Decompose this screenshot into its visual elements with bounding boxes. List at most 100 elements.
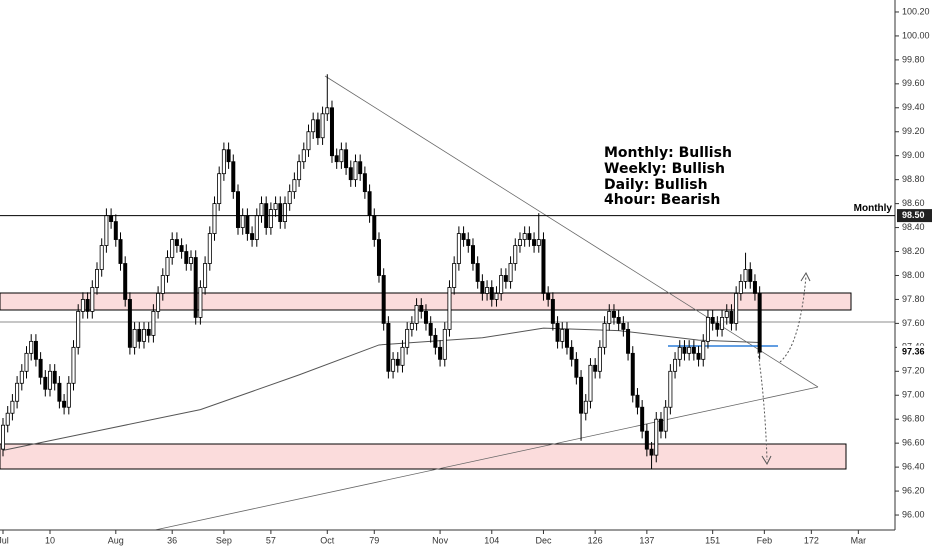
candle-body — [221, 149, 226, 175]
annotation: 4hour: Bearish — [604, 192, 720, 208]
candle-body — [485, 287, 490, 294]
candle-body — [673, 358, 678, 372]
candle-body — [245, 215, 250, 234]
candle-body — [579, 376, 584, 414]
candle-body — [381, 275, 386, 324]
y-tick-label: 98.40 — [902, 222, 925, 232]
candle-body — [372, 215, 377, 240]
candle-body — [95, 269, 100, 288]
candle-body — [705, 317, 710, 342]
y-tick-label: 97.60 — [902, 318, 925, 328]
candle-body — [1, 424, 6, 450]
candle-body — [546, 293, 551, 300]
x-tick-label: Dec — [535, 535, 552, 545]
candle-body — [729, 311, 734, 324]
candle-body — [438, 346, 443, 360]
candle-body — [104, 215, 109, 246]
candle-body — [649, 448, 654, 456]
candle-body — [198, 287, 203, 318]
candle-body — [494, 293, 499, 300]
candle-body — [226, 149, 231, 163]
candle-body — [48, 370, 53, 390]
candle-body — [297, 161, 302, 181]
candle-body — [90, 287, 95, 312]
y-tick-label: 97.20 — [902, 366, 925, 376]
candle-body — [456, 233, 461, 264]
candle-body — [235, 191, 240, 228]
candle-body — [76, 311, 81, 348]
support-zone — [0, 443, 847, 470]
candle-body — [635, 394, 640, 408]
axes: 96.0096.2096.4096.6096.8097.0097.2097.40… — [0, 6, 930, 545]
y-tick-label: 99.80 — [902, 54, 925, 64]
candle-body — [536, 239, 541, 246]
overlay: Monthly: Bullish Weekly: Bullish Daily: … — [0, 0, 932, 531]
candle-body — [38, 358, 43, 378]
candle-body — [109, 215, 114, 222]
candle-body — [644, 430, 649, 450]
candle-body — [29, 340, 34, 354]
candle-body — [414, 305, 419, 324]
price-tag: 97.36 — [902, 347, 925, 357]
x-tick-label: 126 — [588, 535, 603, 545]
x-tick-label: Aug — [108, 535, 124, 545]
annotation: Daily: Bullish — [604, 177, 708, 193]
x-tick-label: Feb — [757, 535, 773, 545]
candle-body — [701, 340, 706, 360]
candle-body — [564, 328, 569, 348]
candle-body — [320, 113, 325, 139]
candle-body — [325, 107, 330, 115]
y-tick-label: 99.00 — [902, 150, 925, 160]
y-tick-label: 98.60 — [902, 198, 925, 208]
candle-body — [677, 346, 682, 360]
candle-body — [137, 328, 142, 342]
candle-body — [616, 317, 621, 324]
candle-body — [278, 203, 283, 222]
candle-body — [118, 239, 123, 264]
candle-body — [409, 322, 414, 330]
candle-body — [724, 311, 729, 318]
candle-body — [344, 149, 349, 169]
candle-body — [442, 328, 447, 360]
annotation: Weekly: Bullish — [604, 161, 725, 177]
candle-body — [193, 257, 198, 318]
price-tag-bg — [897, 209, 932, 223]
trend-line — [154, 386, 819, 531]
candle-body — [329, 107, 334, 157]
y-tick-label: 96.00 — [902, 509, 925, 519]
candle-body — [386, 322, 391, 372]
candle-body — [85, 299, 90, 312]
candle-body — [367, 191, 372, 216]
y-tick-label: 100.00 — [902, 30, 930, 40]
candle-body — [419, 305, 424, 312]
candle-body — [348, 167, 353, 181]
candle-body — [391, 358, 396, 372]
candle-body — [555, 322, 560, 342]
candle-body — [43, 376, 48, 390]
x-tick-label: 36 — [167, 535, 177, 545]
candle-body — [654, 418, 659, 456]
candle-body — [658, 418, 663, 432]
x-tick-label: 137 — [639, 535, 654, 545]
candle-body — [362, 173, 367, 193]
candle-body — [240, 215, 245, 228]
candle-body — [757, 293, 762, 353]
y-tick-label: 96.40 — [902, 461, 925, 471]
candle-body — [475, 263, 480, 282]
drawings — [0, 75, 895, 531]
candle-body — [597, 346, 602, 372]
candle-body — [141, 328, 146, 342]
price-tag: 98.50 — [902, 210, 925, 220]
candle-body — [127, 299, 132, 348]
y-tick-label: 98.00 — [902, 270, 925, 280]
y-tick-label: 99.60 — [902, 78, 925, 88]
candle-body — [513, 245, 518, 264]
candle-body — [480, 281, 485, 294]
candle-body — [188, 257, 193, 264]
candle-body — [156, 293, 161, 312]
x-tick-label: 172 — [804, 535, 819, 545]
y-tick-label: 98.80 — [902, 174, 925, 184]
y-tick-label: 96.20 — [902, 485, 925, 495]
candle-body — [33, 340, 38, 360]
